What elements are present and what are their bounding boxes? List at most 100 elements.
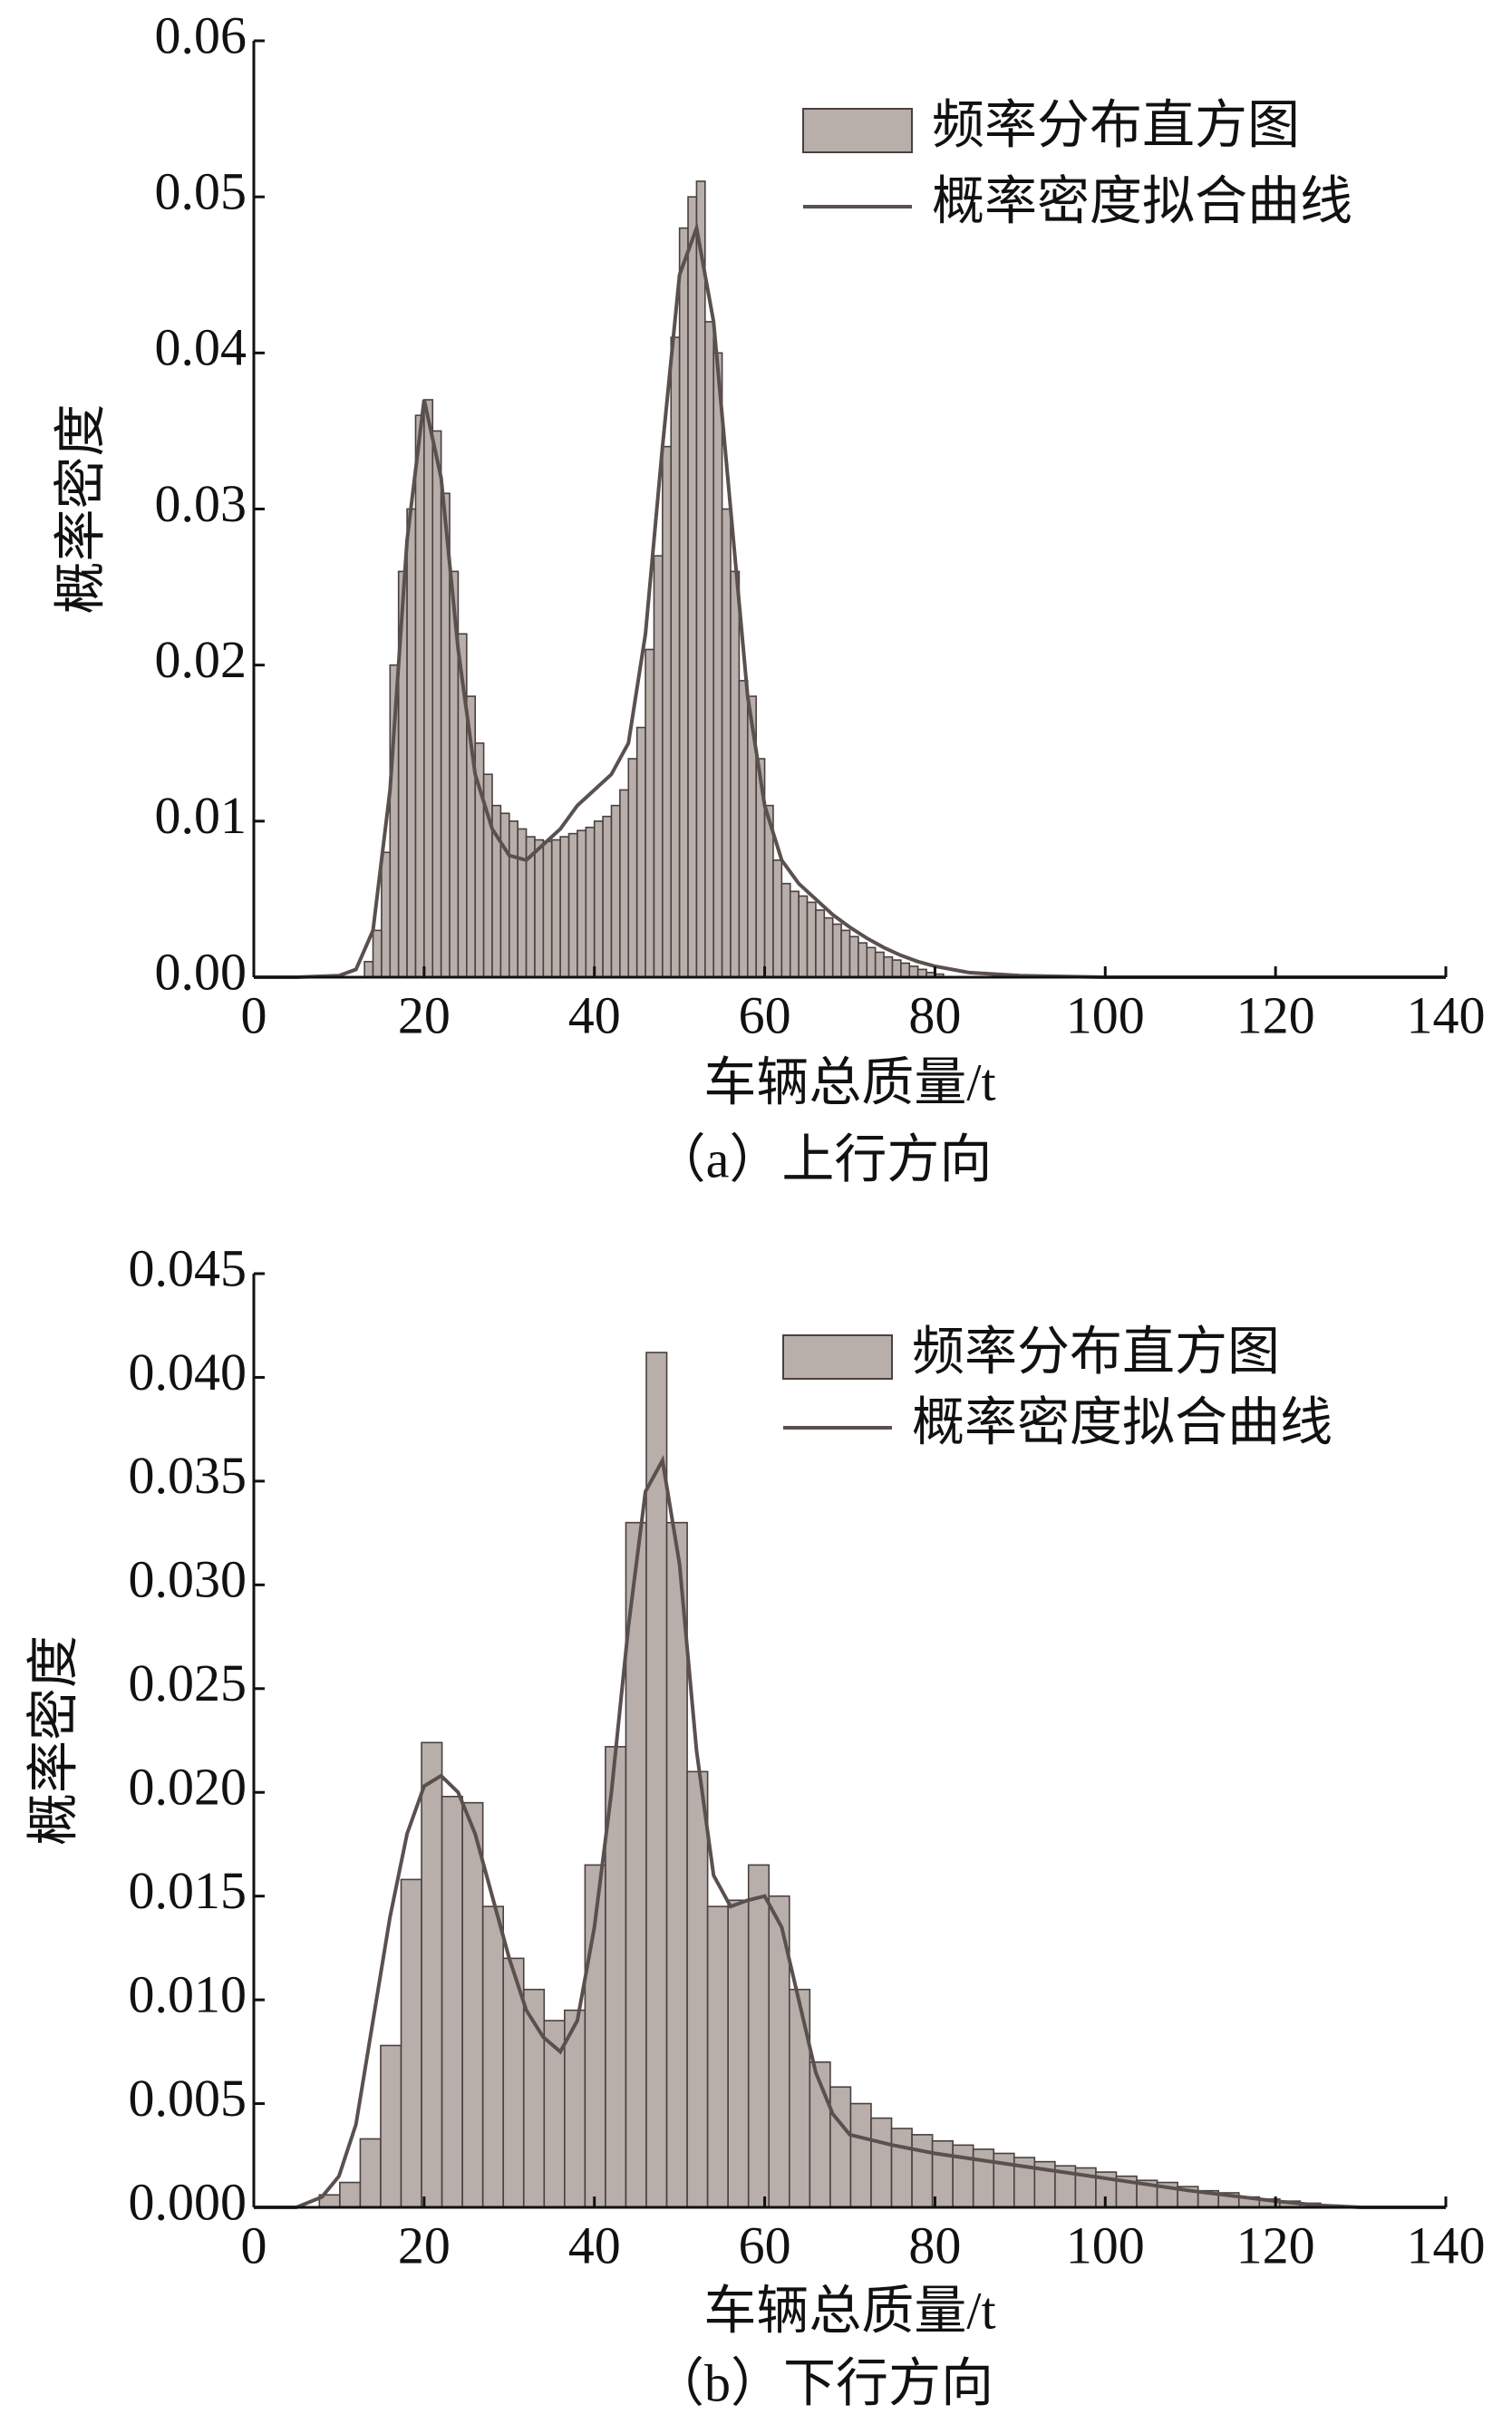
bar [695, 180, 706, 978]
caption: （a）上行方向 [654, 1130, 993, 1188]
y-tick-label: 0.04 [155, 318, 247, 377]
bar [499, 812, 510, 978]
bar [372, 929, 383, 978]
bar [662, 445, 673, 978]
bar [380, 2044, 402, 2208]
y-tick-label: 0.000 [129, 2172, 247, 2231]
legend-swatch [782, 1334, 893, 1380]
bar [542, 840, 553, 978]
y-tick-label: 0.030 [129, 1550, 247, 1609]
bar [727, 1899, 750, 2208]
legend-label: 概率密度拟合曲线 [932, 171, 1352, 230]
bar [849, 2102, 872, 2208]
y-tick-label: 0.03 [155, 474, 247, 533]
bar [890, 2128, 913, 2208]
bar [829, 2086, 852, 2208]
bar [381, 851, 392, 978]
bar [359, 2138, 382, 2208]
bar [952, 2144, 974, 2208]
bar [363, 960, 374, 978]
x-axis-label: 车辆总质量/t [703, 1052, 995, 1111]
y-tick-label: 0.040 [129, 1343, 247, 1401]
bar [747, 1864, 771, 2208]
y-tick-label: 0.06 [155, 5, 247, 64]
y-tick-label: 0.00 [155, 942, 247, 1001]
x-tick-label: 20 [398, 2216, 451, 2274]
x-tick-label: 80 [908, 2216, 961, 2274]
bar [706, 1905, 729, 2208]
bar [789, 1988, 811, 2208]
bar [870, 2117, 893, 2208]
density-curve [254, 220, 1446, 979]
bar [815, 909, 826, 978]
bar [431, 430, 442, 978]
x-tick-label: 100 [1066, 2216, 1145, 2274]
bar [550, 839, 561, 978]
bar [798, 895, 809, 978]
bar [406, 508, 417, 978]
bar [441, 1796, 463, 2208]
bar [848, 936, 859, 978]
y-tick-label: 0.045 [129, 1238, 247, 1297]
x-axis-label: 车辆总质量/t [703, 2281, 995, 2340]
bar [866, 946, 877, 978]
x-tick-label: 120 [1236, 2216, 1315, 2274]
density-curve [254, 1454, 1446, 2209]
x-tick-label: 140 [1407, 2216, 1486, 2274]
y-tick-label: 0.01 [155, 786, 247, 845]
bar [610, 804, 621, 978]
x-tick-label: 60 [739, 2216, 791, 2274]
bar [823, 916, 834, 978]
bar [585, 826, 596, 978]
y-tick-label: 0.015 [129, 1861, 247, 1920]
legend-label: 频率分布直方图 [912, 1322, 1280, 1381]
y-tick-label: 0.05 [155, 161, 247, 220]
x-tick-label: 80 [908, 985, 961, 1044]
bar [653, 555, 664, 978]
legend-swatch [802, 108, 913, 153]
x-tick-label: 120 [1236, 985, 1315, 1044]
bar [900, 962, 911, 978]
bar [806, 901, 817, 978]
bar [670, 336, 681, 978]
bar [602, 815, 613, 978]
bar [704, 321, 715, 978]
y-axis-label: 概率密度 [24, 1635, 82, 1846]
bar [400, 1878, 422, 2208]
legend-label: 频率分布直方图 [932, 95, 1300, 154]
bar [789, 890, 800, 978]
x-tick-label: 20 [398, 985, 451, 1044]
bar [461, 1801, 484, 2208]
bar [780, 882, 791, 978]
bar [619, 789, 630, 978]
y-tick-label: 0.025 [129, 1653, 247, 1712]
y-tick-label: 0.010 [129, 1964, 247, 2023]
x-tick-label: 0 [241, 985, 267, 1044]
x-tick-label: 40 [568, 985, 621, 1044]
bar [534, 839, 545, 978]
bar [517, 828, 528, 978]
bar [891, 959, 902, 978]
y-tick-label: 0.02 [155, 630, 247, 689]
caption: （b）下行方向 [652, 2353, 993, 2412]
bar [414, 414, 425, 978]
y-tick-label: 0.020 [129, 1758, 247, 1817]
bar [421, 1741, 443, 2208]
bar [858, 942, 868, 978]
y-tick-label: 0.005 [129, 2069, 247, 2128]
bar [831, 923, 842, 978]
bar [627, 758, 638, 978]
bar [730, 570, 741, 978]
bar [508, 820, 519, 978]
bar [883, 955, 894, 978]
bar [712, 352, 723, 978]
bar [481, 1905, 505, 2208]
y-axis-label: 概率密度 [51, 403, 110, 614]
x-tick-label: 100 [1066, 985, 1145, 1044]
bar [635, 726, 646, 978]
bar [908, 965, 919, 978]
bar [738, 680, 749, 978]
x-tick-label: 0 [241, 2216, 267, 2274]
bar [423, 399, 434, 978]
